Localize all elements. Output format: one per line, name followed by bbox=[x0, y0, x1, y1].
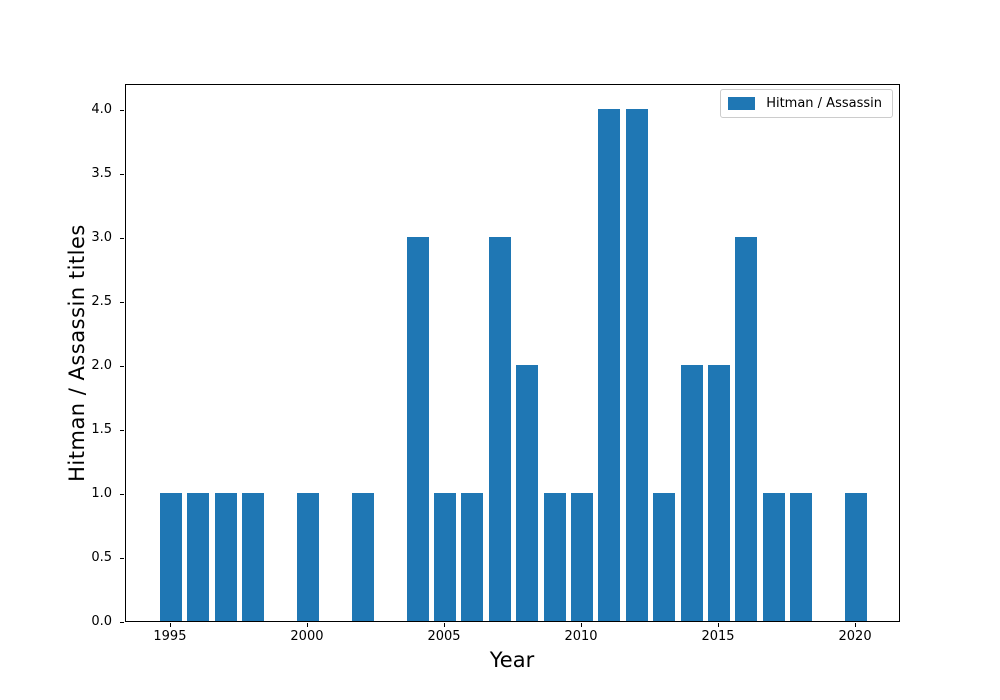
bar-2014 bbox=[680, 364, 703, 621]
bar-2008 bbox=[516, 364, 539, 621]
bar-2011 bbox=[598, 108, 621, 621]
bar-1997 bbox=[214, 492, 237, 621]
legend: Hitman / Assassin bbox=[720, 89, 893, 118]
x-tick-mark-1995 bbox=[169, 623, 171, 627]
y-tick-mark-0.5 bbox=[120, 557, 124, 559]
y-tick-mark-1.5 bbox=[120, 429, 124, 431]
y-tick-mark-2.5 bbox=[120, 301, 124, 303]
x-tick-mark-2015 bbox=[718, 623, 720, 627]
x-tick-mark-2000 bbox=[306, 623, 308, 627]
bar-2009 bbox=[543, 492, 566, 621]
y-tick-label-1.0: 1.0 bbox=[91, 485, 112, 501]
x-tick-label-2010: 2010 bbox=[564, 629, 598, 644]
bar-2006 bbox=[461, 492, 484, 621]
x-tick-mark-2010 bbox=[581, 623, 582, 627]
y-tick-mark-2.0 bbox=[120, 365, 124, 367]
y-tick-mark-4.0 bbox=[120, 109, 124, 111]
y-tick-mark-3.0 bbox=[120, 237, 124, 239]
y-tick-label-1.5: 1.5 bbox=[91, 421, 112, 437]
x-tick-label-2000: 2000 bbox=[290, 629, 324, 644]
y-tick-label-3.0: 3.0 bbox=[91, 229, 112, 245]
y-tick-label-3.5: 3.5 bbox=[91, 165, 112, 181]
bar-2016 bbox=[735, 236, 758, 621]
x-tick-label-2015: 2015 bbox=[701, 629, 735, 644]
bar-1998 bbox=[242, 492, 265, 621]
y-tick-label-2.5: 2.5 bbox=[91, 293, 112, 309]
bar-2013 bbox=[653, 492, 676, 621]
bar-2005 bbox=[434, 492, 456, 621]
bars-layer bbox=[126, 85, 899, 621]
bar-2007 bbox=[488, 236, 511, 621]
x-tick-mark-2020 bbox=[855, 623, 857, 627]
x-tick-label-2020: 2020 bbox=[838, 629, 872, 644]
bar-2002 bbox=[351, 492, 374, 621]
y-tick-mark-0.0 bbox=[120, 622, 124, 623]
bar-2020 bbox=[845, 492, 868, 621]
bar-2004 bbox=[406, 236, 429, 621]
y-tick-label-4.0: 4.0 bbox=[91, 101, 112, 117]
plot-area: Hitman / Assassin bbox=[125, 84, 900, 622]
legend-swatch-icon bbox=[728, 97, 756, 110]
legend-label: Hitman / Assassin bbox=[766, 95, 882, 111]
y-axis-label: Hitman / Assassin titles bbox=[65, 224, 89, 482]
bar-1995 bbox=[159, 492, 182, 621]
y-tick-label-2.0: 2.0 bbox=[91, 357, 112, 373]
bar-2010 bbox=[571, 492, 593, 621]
bar-2017 bbox=[762, 492, 785, 621]
y-tick-mark-3.5 bbox=[120, 173, 124, 175]
x-tick-label-1995: 1995 bbox=[153, 629, 187, 644]
y-tick-mark-1.0 bbox=[120, 493, 124, 495]
x-tick-label-2005: 2005 bbox=[427, 629, 461, 644]
y-tick-label-0.0: 0.0 bbox=[91, 614, 112, 629]
bar-2000 bbox=[297, 492, 319, 621]
bar-2012 bbox=[625, 108, 648, 621]
y-tick-label-0.5: 0.5 bbox=[91, 549, 112, 565]
x-axis-label: Year bbox=[489, 648, 535, 672]
bar-2018 bbox=[790, 492, 813, 621]
bar-2015 bbox=[708, 364, 730, 621]
bar-1996 bbox=[187, 492, 210, 621]
x-tick-mark-2005 bbox=[443, 623, 445, 627]
